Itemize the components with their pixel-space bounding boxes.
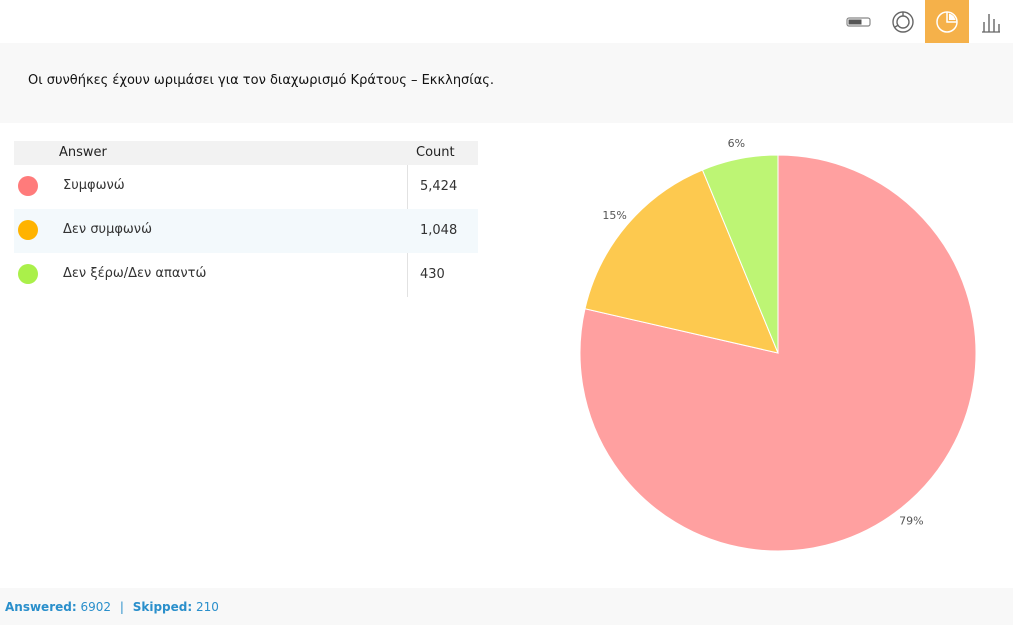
answered-label: Answered:: [5, 600, 77, 614]
pie-chart: 79% 15% 6%: [579, 137, 977, 552]
answer-count: 430: [420, 267, 445, 282]
donut-chart-icon: [892, 10, 914, 33]
table-row: Δεν ξέρω/Δεν απαντώ 430: [14, 253, 478, 297]
answer-label: Δεν ξέρω/Δεν απαντώ: [63, 266, 207, 281]
legend-dot-icon: [18, 264, 38, 284]
answered-value: 6902: [80, 600, 112, 614]
answer-label: Δεν συμφωνώ: [63, 222, 152, 237]
table-row: Δεν συμφωνώ 1,048: [14, 209, 478, 253]
pie-slice[interactable]: [584, 169, 779, 354]
bar-chart-button[interactable]: [969, 0, 1013, 43]
summary-separator: |: [119, 600, 124, 614]
summary-text: Answered: 6902 | Skipped: 210: [5, 600, 219, 614]
toggle-icon: [846, 16, 871, 27]
pie-slice[interactable]: [701, 154, 779, 354]
answer-count: 5,424: [420, 179, 458, 194]
slice-percent-label: 79%: [899, 514, 923, 527]
pie-chart-button[interactable]: [925, 0, 969, 43]
table-header: Answer Count: [14, 141, 478, 165]
answers-table: Answer Count Συμφωνώ 5,424 Δεν συμφωνώ 1…: [14, 141, 478, 297]
skipped-value: 210: [196, 600, 219, 614]
question-text: Οι συνθήκες έχουν ωριμάσει για τον διαχω…: [28, 73, 495, 88]
slice-percent-label: 6%: [728, 137, 745, 150]
pie-slice[interactable]: [579, 154, 977, 552]
legend-dot-icon: [18, 220, 38, 240]
legend-dot-icon: [18, 176, 38, 196]
pie-chart-icon: [936, 10, 958, 33]
header-answer: Answer: [59, 145, 107, 160]
question-header: Οι συνθήκες έχουν ωριμάσει για τον διαχω…: [0, 43, 1013, 123]
table-row: Συμφωνώ 5,424: [14, 165, 478, 209]
bar-chart-icon: [982, 13, 1000, 33]
donut-chart-button[interactable]: [881, 0, 925, 43]
skipped-label: Skipped:: [132, 600, 193, 614]
response-summary: Answered: 6902 | Skipped: 210: [0, 588, 1013, 625]
answer-label: Συμφωνώ: [63, 178, 125, 193]
toggle-view-button[interactable]: [837, 0, 881, 43]
slice-percent-label: 15%: [602, 209, 626, 222]
header-count: Count: [416, 145, 455, 160]
chart-type-toolbar: [837, 0, 1013, 43]
answer-count: 1,048: [420, 223, 458, 238]
